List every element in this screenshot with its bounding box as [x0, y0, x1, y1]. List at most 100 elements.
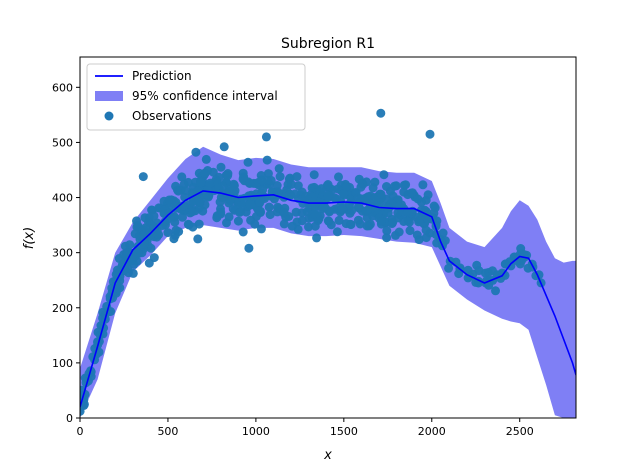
observation-point [302, 207, 312, 217]
observation-point [318, 204, 328, 214]
observation-point [188, 197, 198, 207]
legend-label-confidence: 95% confidence interval [132, 89, 278, 103]
legend-confidence-swatch [95, 91, 123, 101]
observation-point [224, 198, 234, 208]
observation-point [238, 227, 248, 237]
observation-point [262, 155, 272, 165]
observation-point [264, 202, 274, 212]
observation-point [323, 180, 333, 189]
observation-point [362, 221, 372, 231]
observation-point [491, 286, 500, 296]
observation-point [334, 172, 343, 182]
observation-point [196, 177, 206, 187]
y-tick-label: 100 [52, 357, 73, 370]
observation-point [218, 181, 228, 191]
observation-point [393, 208, 403, 218]
observation-point [382, 182, 391, 191]
observation-point [255, 206, 265, 216]
y-tick-label: 500 [52, 136, 73, 149]
observation-point [244, 243, 254, 253]
observation-point [263, 169, 273, 179]
observation-point [430, 203, 440, 213]
observation-point [174, 227, 184, 237]
observation-point [337, 204, 347, 214]
observation-point [438, 228, 448, 238]
observation-point [274, 164, 284, 174]
observation-point [421, 225, 431, 235]
observation-point [149, 211, 159, 221]
y-tick-label: 300 [52, 247, 73, 260]
observation-point [444, 263, 454, 273]
observation-point [212, 213, 222, 223]
observation-point [399, 187, 409, 197]
observation-point [191, 147, 201, 157]
observation-point [515, 259, 525, 269]
observation-point [379, 170, 389, 180]
observation-point [169, 234, 179, 244]
y-tick-label: 400 [52, 192, 73, 205]
observation-point [275, 172, 285, 182]
observation-point [250, 219, 260, 229]
x-tick-label: 500 [157, 425, 178, 438]
observation-point [423, 190, 433, 200]
axes: 0 500 1000 1500 2000 2500 0 100 200 300 400 500 600 [52, 56, 577, 438]
observation-point [418, 180, 428, 190]
observation-point [304, 222, 313, 232]
observation-point [413, 194, 423, 204]
observation-point [158, 221, 168, 230]
legend-label-observations: Observations [132, 109, 211, 123]
chart-title: Subregion R1 [281, 36, 375, 52]
observation-point [286, 179, 296, 189]
observation-point [412, 230, 422, 240]
observation-point [382, 226, 392, 236]
observation-point [257, 175, 266, 185]
observation-point [401, 180, 411, 190]
observation-point [404, 217, 414, 227]
observation-point [243, 157, 253, 167]
x-tick-label: 2000 [418, 425, 446, 438]
x-tick-label: 2500 [506, 425, 534, 438]
observation-point [178, 212, 187, 222]
observation-point [200, 168, 210, 178]
observation-point [312, 233, 322, 243]
x-axis-label: x [323, 448, 332, 463]
observation-point [308, 197, 318, 207]
observation-point [353, 215, 363, 225]
observation-point [406, 188, 416, 198]
observation-point [164, 208, 174, 218]
observation-point [237, 201, 247, 210]
observation-point [219, 142, 229, 152]
observation-point [425, 129, 435, 139]
observation-point [177, 172, 187, 182]
observation-point [144, 258, 154, 268]
observation-point [341, 182, 351, 191]
x-tick-label: 1000 [242, 425, 270, 438]
observation-point [164, 195, 174, 205]
legend: Prediction 95% confidence interval Observa… [86, 63, 306, 131]
observation-point [146, 229, 156, 239]
observation-point [139, 239, 149, 249]
legend-box [86, 63, 306, 131]
observation-point [405, 226, 415, 236]
observation-point [216, 162, 226, 172]
observation-point [266, 175, 276, 185]
observation-point [140, 213, 150, 223]
observation-point [195, 197, 204, 207]
observation-point [80, 401, 89, 410]
legend-observations-swatch [104, 111, 114, 121]
observation-point [332, 227, 342, 237]
observation-point [245, 178, 255, 188]
observation-point [287, 221, 297, 231]
observation-point [356, 194, 366, 204]
observation-point [203, 186, 212, 196]
prediction-line [80, 190, 576, 408]
observation-point [223, 171, 233, 180]
observation-point [279, 207, 289, 217]
observation-point [344, 199, 354, 209]
observation-point [376, 189, 386, 199]
observation-point [229, 180, 239, 190]
observation-point [255, 197, 265, 207]
observation-point [279, 219, 289, 229]
observation-point [334, 215, 344, 225]
